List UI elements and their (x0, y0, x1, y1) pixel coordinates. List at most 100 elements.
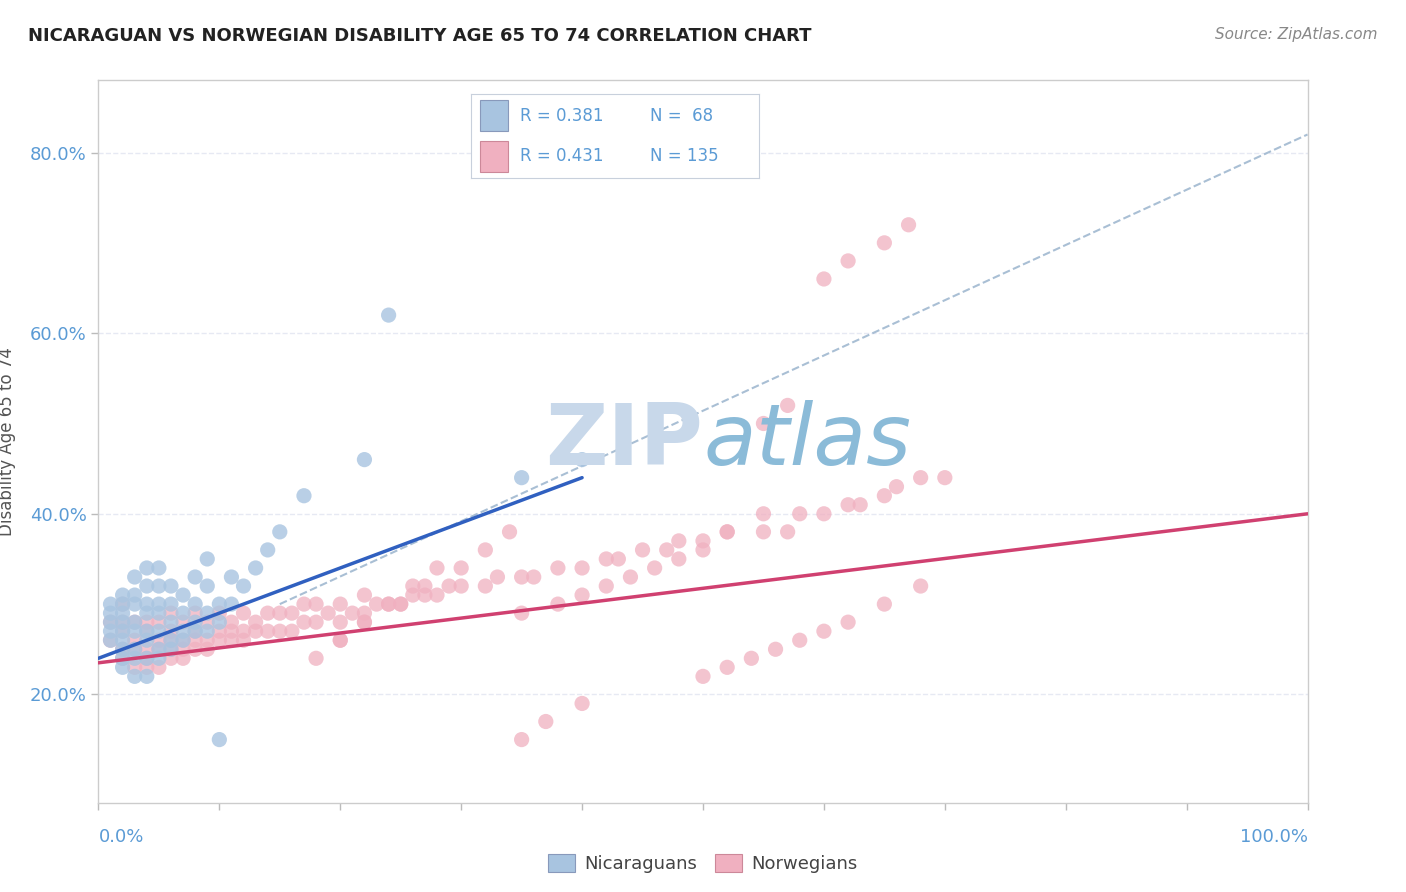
Point (160, 624, 183, 639)
Point (124, 570, 146, 584)
Point (281, 624, 304, 639)
Point (873, 235, 896, 250)
Point (184, 624, 207, 639)
Point (208, 606, 231, 620)
Text: N = 135: N = 135 (650, 146, 718, 164)
Text: R = 0.431: R = 0.431 (520, 146, 603, 164)
Point (111, 651, 134, 665)
Point (160, 615, 183, 630)
Point (910, 579, 932, 593)
Point (837, 498, 859, 512)
Point (208, 615, 231, 630)
Bar (479, 141, 509, 171)
Point (135, 669, 157, 683)
Point (124, 651, 146, 665)
Point (100, 597, 122, 611)
Point (474, 542, 496, 557)
Point (776, 524, 799, 539)
Point (172, 633, 194, 648)
Point (111, 606, 134, 620)
Point (353, 606, 375, 620)
Point (389, 597, 412, 611)
Text: Source: ZipAtlas.com: Source: ZipAtlas.com (1215, 27, 1378, 42)
Point (256, 606, 278, 620)
Point (426, 588, 449, 602)
Point (208, 732, 231, 747)
Point (692, 542, 714, 557)
Point (148, 633, 170, 648)
Point (232, 633, 254, 648)
Point (124, 642, 146, 657)
Point (486, 570, 509, 584)
Point (148, 624, 170, 639)
Point (195, 615, 218, 630)
Point (668, 533, 690, 548)
Point (184, 606, 207, 620)
Point (111, 624, 134, 639)
Point (124, 624, 146, 639)
Point (413, 579, 436, 593)
Point (148, 597, 170, 611)
Point (377, 597, 399, 611)
Point (269, 524, 291, 539)
Point (111, 588, 134, 602)
Point (111, 651, 134, 665)
Point (245, 615, 267, 630)
Point (329, 633, 352, 648)
Point (450, 561, 472, 575)
Point (789, 507, 811, 521)
Point (644, 561, 666, 575)
Point (111, 642, 134, 657)
Point (160, 642, 183, 657)
Point (124, 597, 146, 611)
Point (160, 597, 183, 611)
Point (329, 633, 352, 648)
Point (111, 615, 134, 630)
Point (172, 642, 194, 657)
Point (849, 498, 872, 512)
Point (184, 570, 207, 584)
Point (135, 642, 157, 657)
Point (474, 579, 496, 593)
Point (329, 615, 352, 630)
Point (510, 732, 533, 747)
Point (232, 579, 254, 593)
Point (195, 552, 218, 566)
Y-axis label: Disability Age 65 to 74: Disability Age 65 to 74 (0, 347, 15, 536)
Point (353, 588, 375, 602)
Point (668, 552, 690, 566)
Point (221, 633, 243, 648)
Point (292, 489, 315, 503)
Point (135, 633, 157, 648)
Point (897, 218, 920, 232)
Point (100, 624, 122, 639)
Point (269, 624, 291, 639)
Point (100, 606, 122, 620)
Point (148, 579, 170, 593)
Point (934, 471, 956, 485)
Point (148, 651, 170, 665)
Point (886, 480, 908, 494)
Point (655, 542, 678, 557)
Point (208, 624, 231, 639)
Point (716, 524, 738, 539)
Point (172, 624, 194, 639)
Point (837, 253, 859, 268)
Point (135, 624, 157, 639)
Text: N =  68: N = 68 (650, 107, 713, 125)
Point (353, 452, 375, 467)
Point (873, 597, 896, 611)
Point (172, 633, 194, 648)
Point (281, 606, 304, 620)
Point (377, 597, 399, 611)
Point (148, 606, 170, 620)
Bar (479, 101, 509, 131)
Point (184, 615, 207, 630)
Point (595, 552, 617, 566)
Point (124, 615, 146, 630)
Point (221, 570, 243, 584)
Point (172, 651, 194, 665)
Point (148, 642, 170, 657)
Point (752, 524, 775, 539)
Point (740, 651, 762, 665)
